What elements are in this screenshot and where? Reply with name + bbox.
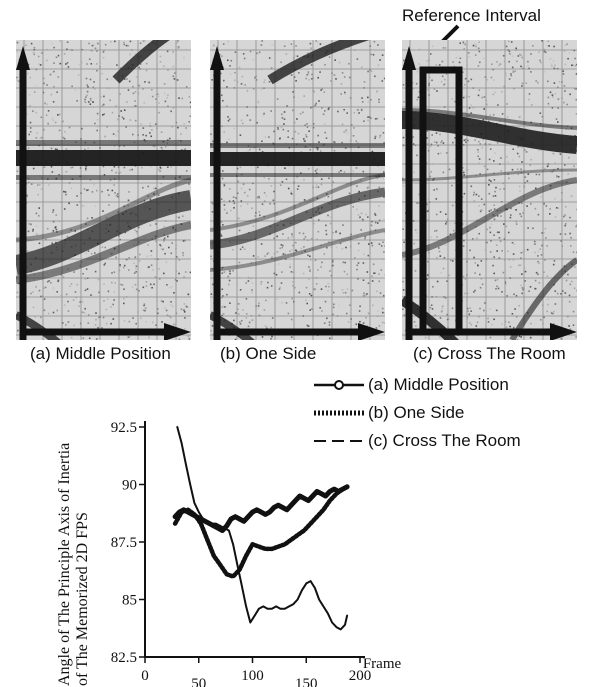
legend-line-dashed-icon — [314, 440, 364, 442]
y-tick-label: 92.5 — [111, 420, 137, 436]
legend-label-c: (c) Cross The Room — [368, 431, 521, 450]
plot-frame — [144, 421, 365, 658]
legend-item-c: (c) Cross The Room — [310, 431, 570, 453]
legend-line-dotted-icon — [314, 410, 364, 416]
x-tick-label: 200 — [349, 668, 372, 684]
y-tick-label: 82.5 — [111, 650, 137, 666]
series-line-c — [176, 426, 349, 631]
y-tick-label: 87.5 — [111, 535, 137, 551]
x-tick-label: 100 — [241, 668, 264, 684]
panel-a — [16, 40, 191, 340]
panel-c-caption: (c) Cross The Room — [413, 344, 566, 363]
panel-a-caption: (a) Middle Position — [30, 344, 171, 363]
series-line-b — [172, 484, 350, 579]
legend-item-a: (a) Middle Position — [310, 375, 570, 397]
panel-b-caption: (b) One Side — [220, 344, 317, 363]
legend-line-solid-icon — [314, 380, 364, 390]
panel-c — [402, 40, 577, 340]
x-tick-label: 50 — [191, 676, 206, 687]
panel-b — [210, 40, 385, 340]
x-tick-label: 0 — [141, 668, 149, 684]
y-tick-label: 90 — [122, 478, 137, 494]
legend-label-a: (a) Middle Position — [368, 375, 509, 394]
series-line-a — [172, 484, 350, 533]
reference-interval-label: Reference Interval — [402, 6, 541, 25]
legend-label-b: (b) One Side — [368, 403, 465, 422]
legend-item-b: (b) One Side — [310, 403, 570, 425]
x-tick-label: 150 — [295, 676, 318, 687]
x-axis-label: Frame — [363, 656, 402, 672]
y-tick-label: 85 — [122, 593, 137, 609]
